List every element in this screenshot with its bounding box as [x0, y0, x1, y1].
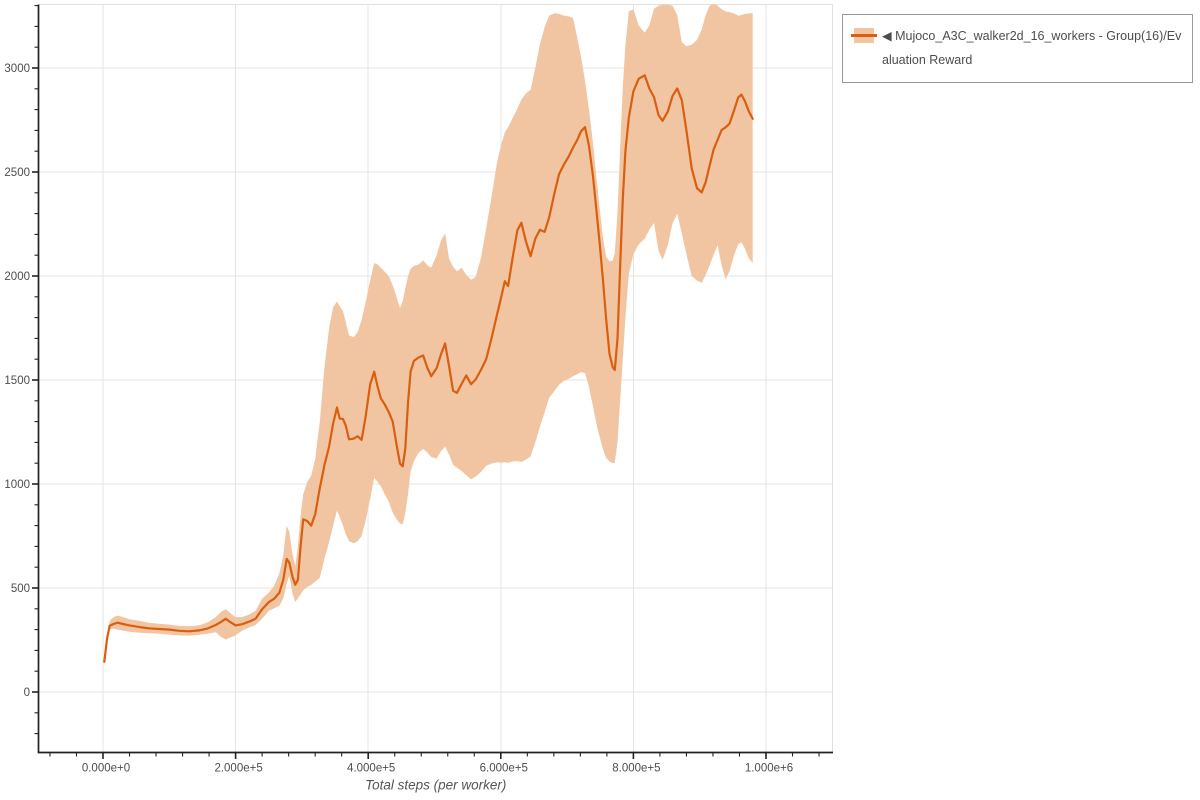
legend-item[interactable]: ◀ Mujoco_A3C_walker2d_16_workers - Group…	[851, 24, 1187, 72]
tick-labels: 0 500 1000 1500 2000 2500 3000 0.000e+0 2.000e+5…	[4, 63, 793, 793]
x-axis-title: Total steps (per worker)	[365, 778, 506, 793]
series-swatch-icon	[851, 27, 877, 44]
y-tick-label: 2000	[4, 271, 30, 283]
x-tick-label: 0.000e+0	[82, 763, 130, 775]
x-tick-label: 8.000e+5	[612, 763, 660, 775]
confidence-band	[104, 4, 753, 664]
y-tick-label: 1000	[4, 479, 30, 491]
axis-ticks	[32, 5, 820, 759]
legend-label: ◀ Mujoco_A3C_walker2d_16_workers - Group…	[882, 29, 1182, 67]
axes	[37, 4, 833, 754]
y-tick-label: 0	[24, 687, 30, 699]
y-tick-label: 2500	[4, 167, 30, 179]
line-swatch	[851, 34, 877, 37]
x-tick-label: 2.000e+5	[214, 763, 262, 775]
x-tick-label: 1.000e+6	[745, 763, 793, 775]
legend-box: ◀ Mujoco_A3C_walker2d_16_workers - Group…	[842, 14, 1193, 83]
series-group	[103, 4, 754, 664]
reward-line	[103, 74, 754, 663]
y-tick-label: 500	[11, 583, 30, 595]
y-tick-label: 3000	[4, 63, 30, 75]
x-tick-label: 4.000e+5	[347, 763, 395, 775]
y-tick-label: 1500	[4, 375, 30, 387]
x-tick-label: 6.000e+5	[480, 763, 528, 775]
